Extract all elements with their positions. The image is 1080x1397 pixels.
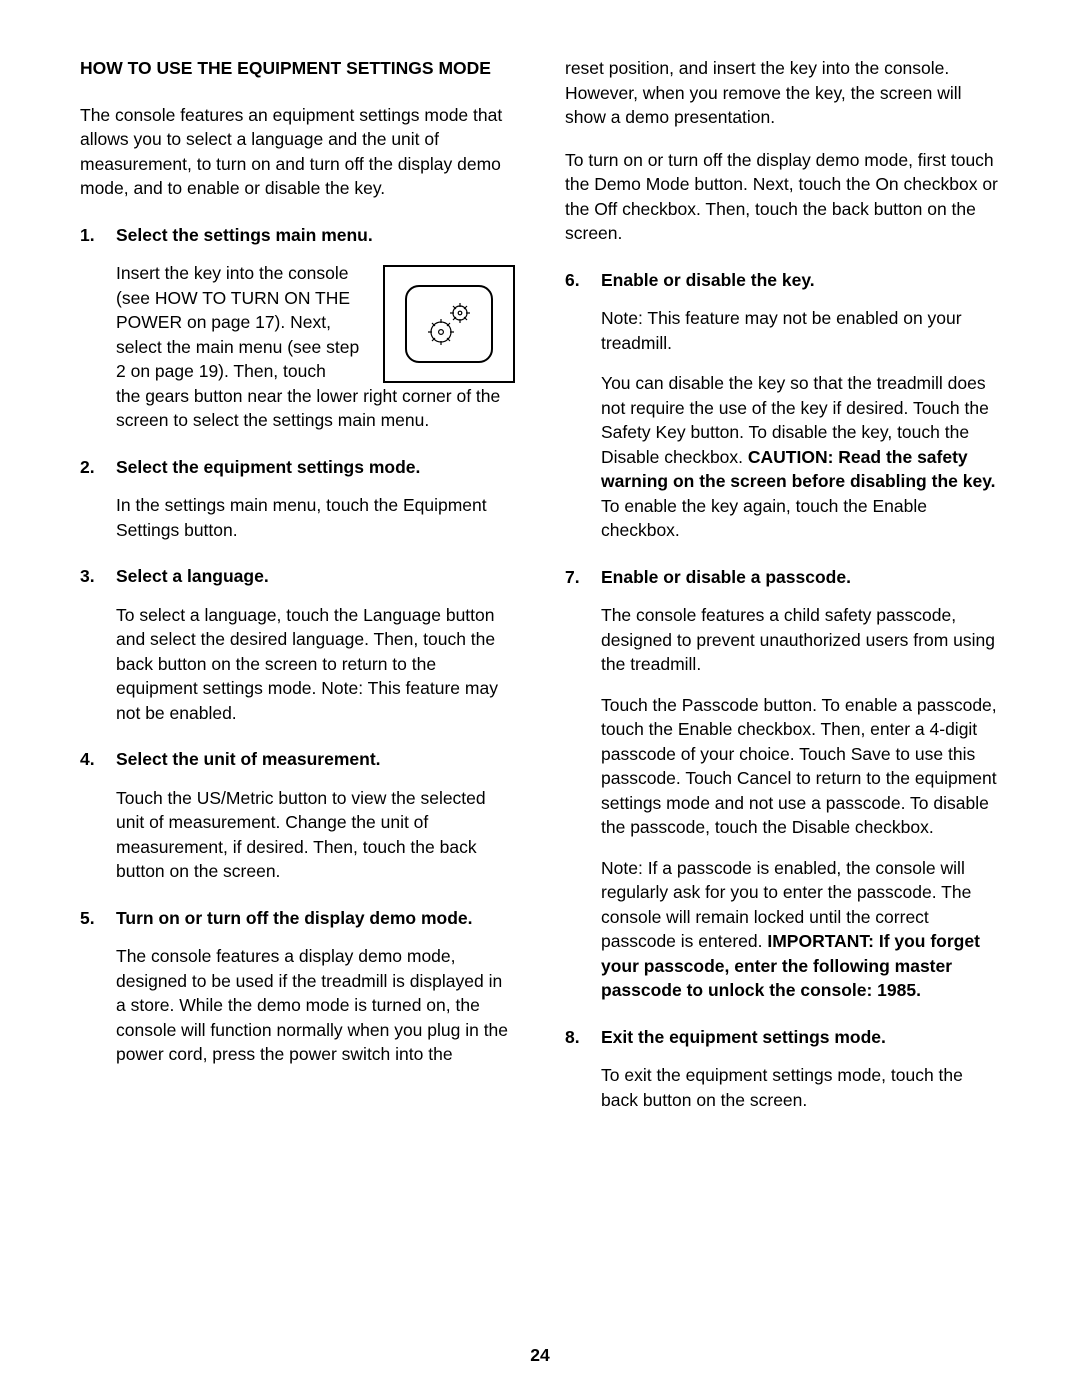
step-heading: 8. Exit the equipment settings mode. (565, 1025, 1000, 1050)
step-body: Note: This feature may not be enabled on… (565, 306, 1000, 543)
step-3: 3. Select a language. To select a langua… (80, 564, 515, 725)
section-title: HOW TO USE THE EQUIPMENT SETTINGS MODE (80, 56, 515, 81)
step-heading: 1. Select the settings main menu. (80, 223, 515, 248)
step-title: Enable or disable a passcode. (601, 565, 851, 590)
step-heading: 6. Enable or disable the key. (565, 268, 1000, 293)
step-heading: 7. Enable or disable a passcode. (565, 565, 1000, 590)
step-number: 4. (80, 747, 116, 772)
step-text: Insert the key into the console (see HOW… (116, 263, 359, 381)
step-title: Select the settings main menu. (116, 223, 373, 248)
step-1: 1. Select the settings main menu. Insert… (80, 223, 515, 433)
gears-figure-box (383, 265, 515, 383)
step-body: The console features a display demo mode… (80, 944, 515, 1067)
gears-icon (421, 298, 477, 350)
step-title: Select the unit of measurement. (116, 747, 381, 772)
step-text: Touch the US/Metric button to view the s… (116, 786, 515, 884)
step-number: 5. (80, 906, 116, 931)
step-text: To exit the equipment settings mode, tou… (601, 1063, 1000, 1112)
step-heading: 3. Select a language. (80, 564, 515, 589)
step-body: Touch the US/Metric button to view the s… (80, 786, 515, 884)
step-4: 4. Select the unit of measurement. Touch… (80, 747, 515, 884)
step-title: Turn on or turn off the display demo mod… (116, 906, 472, 931)
step-text: The console features a display demo mode… (116, 944, 515, 1067)
step-text: In the settings main menu, touch the Equ… (116, 493, 515, 542)
step-5-continuation-2: To turn on or turn off the display demo … (565, 148, 1000, 246)
step-number: 8. (565, 1025, 601, 1050)
text-with-figure: Insert the key into the console (see HOW… (116, 261, 515, 384)
step-text: Touch the Passcode button. To enable a p… (601, 693, 1000, 840)
step-body: In the settings main menu, touch the Equ… (80, 493, 515, 542)
step-number: 7. (565, 565, 601, 590)
page-number: 24 (0, 1343, 1080, 1368)
step-number: 3. (80, 564, 116, 589)
step-heading: 2. Select the equipment settings mode. (80, 455, 515, 480)
step-title: Select the equipment settings mode. (116, 455, 420, 480)
step-heading: 4. Select the unit of measurement. (80, 747, 515, 772)
left-column: HOW TO USE THE EQUIPMENT SETTINGS MODE T… (80, 56, 515, 1134)
step-body: The console features a child safety pass… (565, 603, 1000, 1003)
step-text-continued: the gears button near the lower right co… (116, 386, 500, 431)
step-heading: 5. Turn on or turn off the display demo … (80, 906, 515, 931)
step-8: 8. Exit the equipment settings mode. To … (565, 1025, 1000, 1113)
right-column: reset position, and insert the key into … (565, 56, 1000, 1134)
step-body: To select a language, touch the Language… (80, 603, 515, 726)
step-text: To select a language, touch the Language… (116, 603, 515, 726)
step-title: Exit the equipment settings mode. (601, 1025, 886, 1050)
step-number: 6. (565, 268, 601, 293)
intro-paragraph: The console features an equipment settin… (80, 103, 515, 201)
step-text: Note: If a passcode is enabled, the cons… (601, 856, 1000, 1003)
step-body: To exit the equipment settings mode, tou… (565, 1063, 1000, 1112)
step-title: Enable or disable the key. (601, 268, 815, 293)
gears-inner-box (405, 285, 493, 363)
step-text: The console features a child safety pass… (601, 603, 1000, 677)
step-5: 5. Turn on or turn off the display demo … (80, 906, 515, 1067)
step-text: You can disable the key so that the trea… (601, 371, 1000, 543)
step-2: 2. Select the equipment settings mode. I… (80, 455, 515, 543)
step-6: 6. Enable or disable the key. Note: This… (565, 268, 1000, 543)
step-5-continuation-1: reset position, and insert the key into … (565, 56, 1000, 130)
step-number: 2. (80, 455, 116, 480)
step-text: Note: This feature may not be enabled on… (601, 306, 1000, 355)
page-content: HOW TO USE THE EQUIPMENT SETTINGS MODE T… (0, 0, 1080, 1194)
step-number: 1. (80, 223, 116, 248)
step-7: 7. Enable or disable a passcode. The con… (565, 565, 1000, 1003)
step-title: Select a language. (116, 564, 269, 589)
step-body: Insert the key into the console (see HOW… (80, 261, 515, 433)
